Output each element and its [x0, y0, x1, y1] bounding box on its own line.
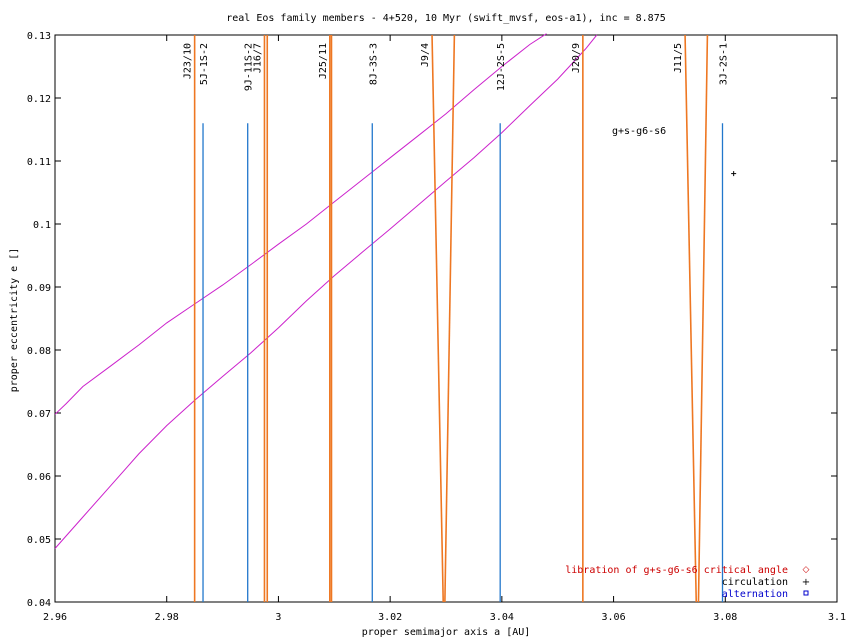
series-line — [54, 33, 547, 415]
plot-frame — [54, 34, 838, 603]
x-tick-label: 3.06 — [602, 612, 626, 623]
three-body-resonance-label: 9J-11S-2 — [244, 43, 255, 91]
jupiter-resonance-label: J23/10 — [183, 43, 194, 79]
x-tick-label: 2.98 — [155, 612, 179, 623]
axis-ticks: 2.96 2.98 3 3.02 3.04 3.06 3.08 3.1 0.04 0.05 0.06… — [27, 31, 846, 623]
jupiter-resonance-line — [684, 34, 698, 603]
legend-label-alternation: alternation — [722, 589, 788, 600]
y-tick-label: 0.09 — [27, 283, 51, 294]
jupiter-resonance-label: J11/5 — [673, 43, 684, 73]
x-tick-label: 3.04 — [490, 612, 514, 623]
jupiter-resonance-label: J16/7 — [253, 43, 264, 73]
y-tick-label: 0.06 — [27, 472, 51, 483]
annotation-label: g+s-g6-s6 — [612, 126, 666, 137]
legend-marker-plus-icon: + — [802, 577, 810, 588]
legend: libration of g+s-g6-s6 critical angle ◇ … — [565, 565, 810, 600]
jupiter-resonance-line — [697, 34, 709, 603]
three-body-resonance-label: 12J-2S-5 — [496, 43, 507, 91]
y-tick-label: 0.07 — [27, 409, 51, 420]
y-tick-label: 0.13 — [27, 31, 51, 42]
circulation-points — [731, 171, 737, 177]
legend-label-circulation: circulation — [722, 577, 788, 588]
jupiter-resonances: J23/10 J16/7 J25/11 J9/4 J20/9 J11/5 — [183, 34, 709, 603]
y-tick-label: 0.04 — [27, 598, 51, 609]
jupiter-resonance-line — [444, 34, 456, 603]
x-tick-label: 3.02 — [378, 612, 402, 623]
y-tick-label: 0.11 — [27, 157, 51, 168]
legend-marker-square-icon — [803, 590, 809, 596]
x-axis-label: proper semimajor axis a [AU] — [362, 627, 531, 638]
y-tick-label: 0.08 — [27, 346, 51, 357]
y-tick-label: 0.12 — [27, 94, 51, 105]
y-tick-label: 0.05 — [27, 535, 51, 546]
jupiter-resonance-label: J9/4 — [420, 43, 431, 67]
three-body-resonances: 5J-1S-2 9J-11S-2 8J-3S-3 12J-2S-5 3J-2S-1 — [199, 43, 730, 602]
three-body-resonance-label: 5J-1S-2 — [199, 43, 210, 85]
three-body-resonance-label: 8J-3S-3 — [368, 43, 379, 85]
jupiter-resonance-label: J20/9 — [571, 43, 582, 73]
x-tick-label: 3.1 — [828, 612, 846, 623]
secular-resonance-curves — [54, 33, 598, 549]
y-axis-label: proper eccentricity e [] — [9, 248, 20, 393]
series-line — [54, 34, 598, 549]
legend-label-libration: libration of g+s-g6-s6 critical angle — [565, 565, 788, 576]
x-tick-label: 3.08 — [713, 612, 737, 623]
chart-title: real Eos family members - 4+520, 10 Myr … — [226, 13, 666, 24]
jupiter-resonance-line — [431, 34, 445, 603]
x-tick-label: 2.96 — [43, 612, 67, 623]
legend-marker-diamond-icon: ◇ — [803, 565, 810, 575]
x-tick-label: 3 — [275, 612, 281, 623]
y-tick-label: 0.1 — [33, 220, 51, 231]
jupiter-resonance-label: J25/11 — [318, 43, 329, 79]
three-body-resonance-label: 3J-2S-1 — [719, 43, 730, 85]
